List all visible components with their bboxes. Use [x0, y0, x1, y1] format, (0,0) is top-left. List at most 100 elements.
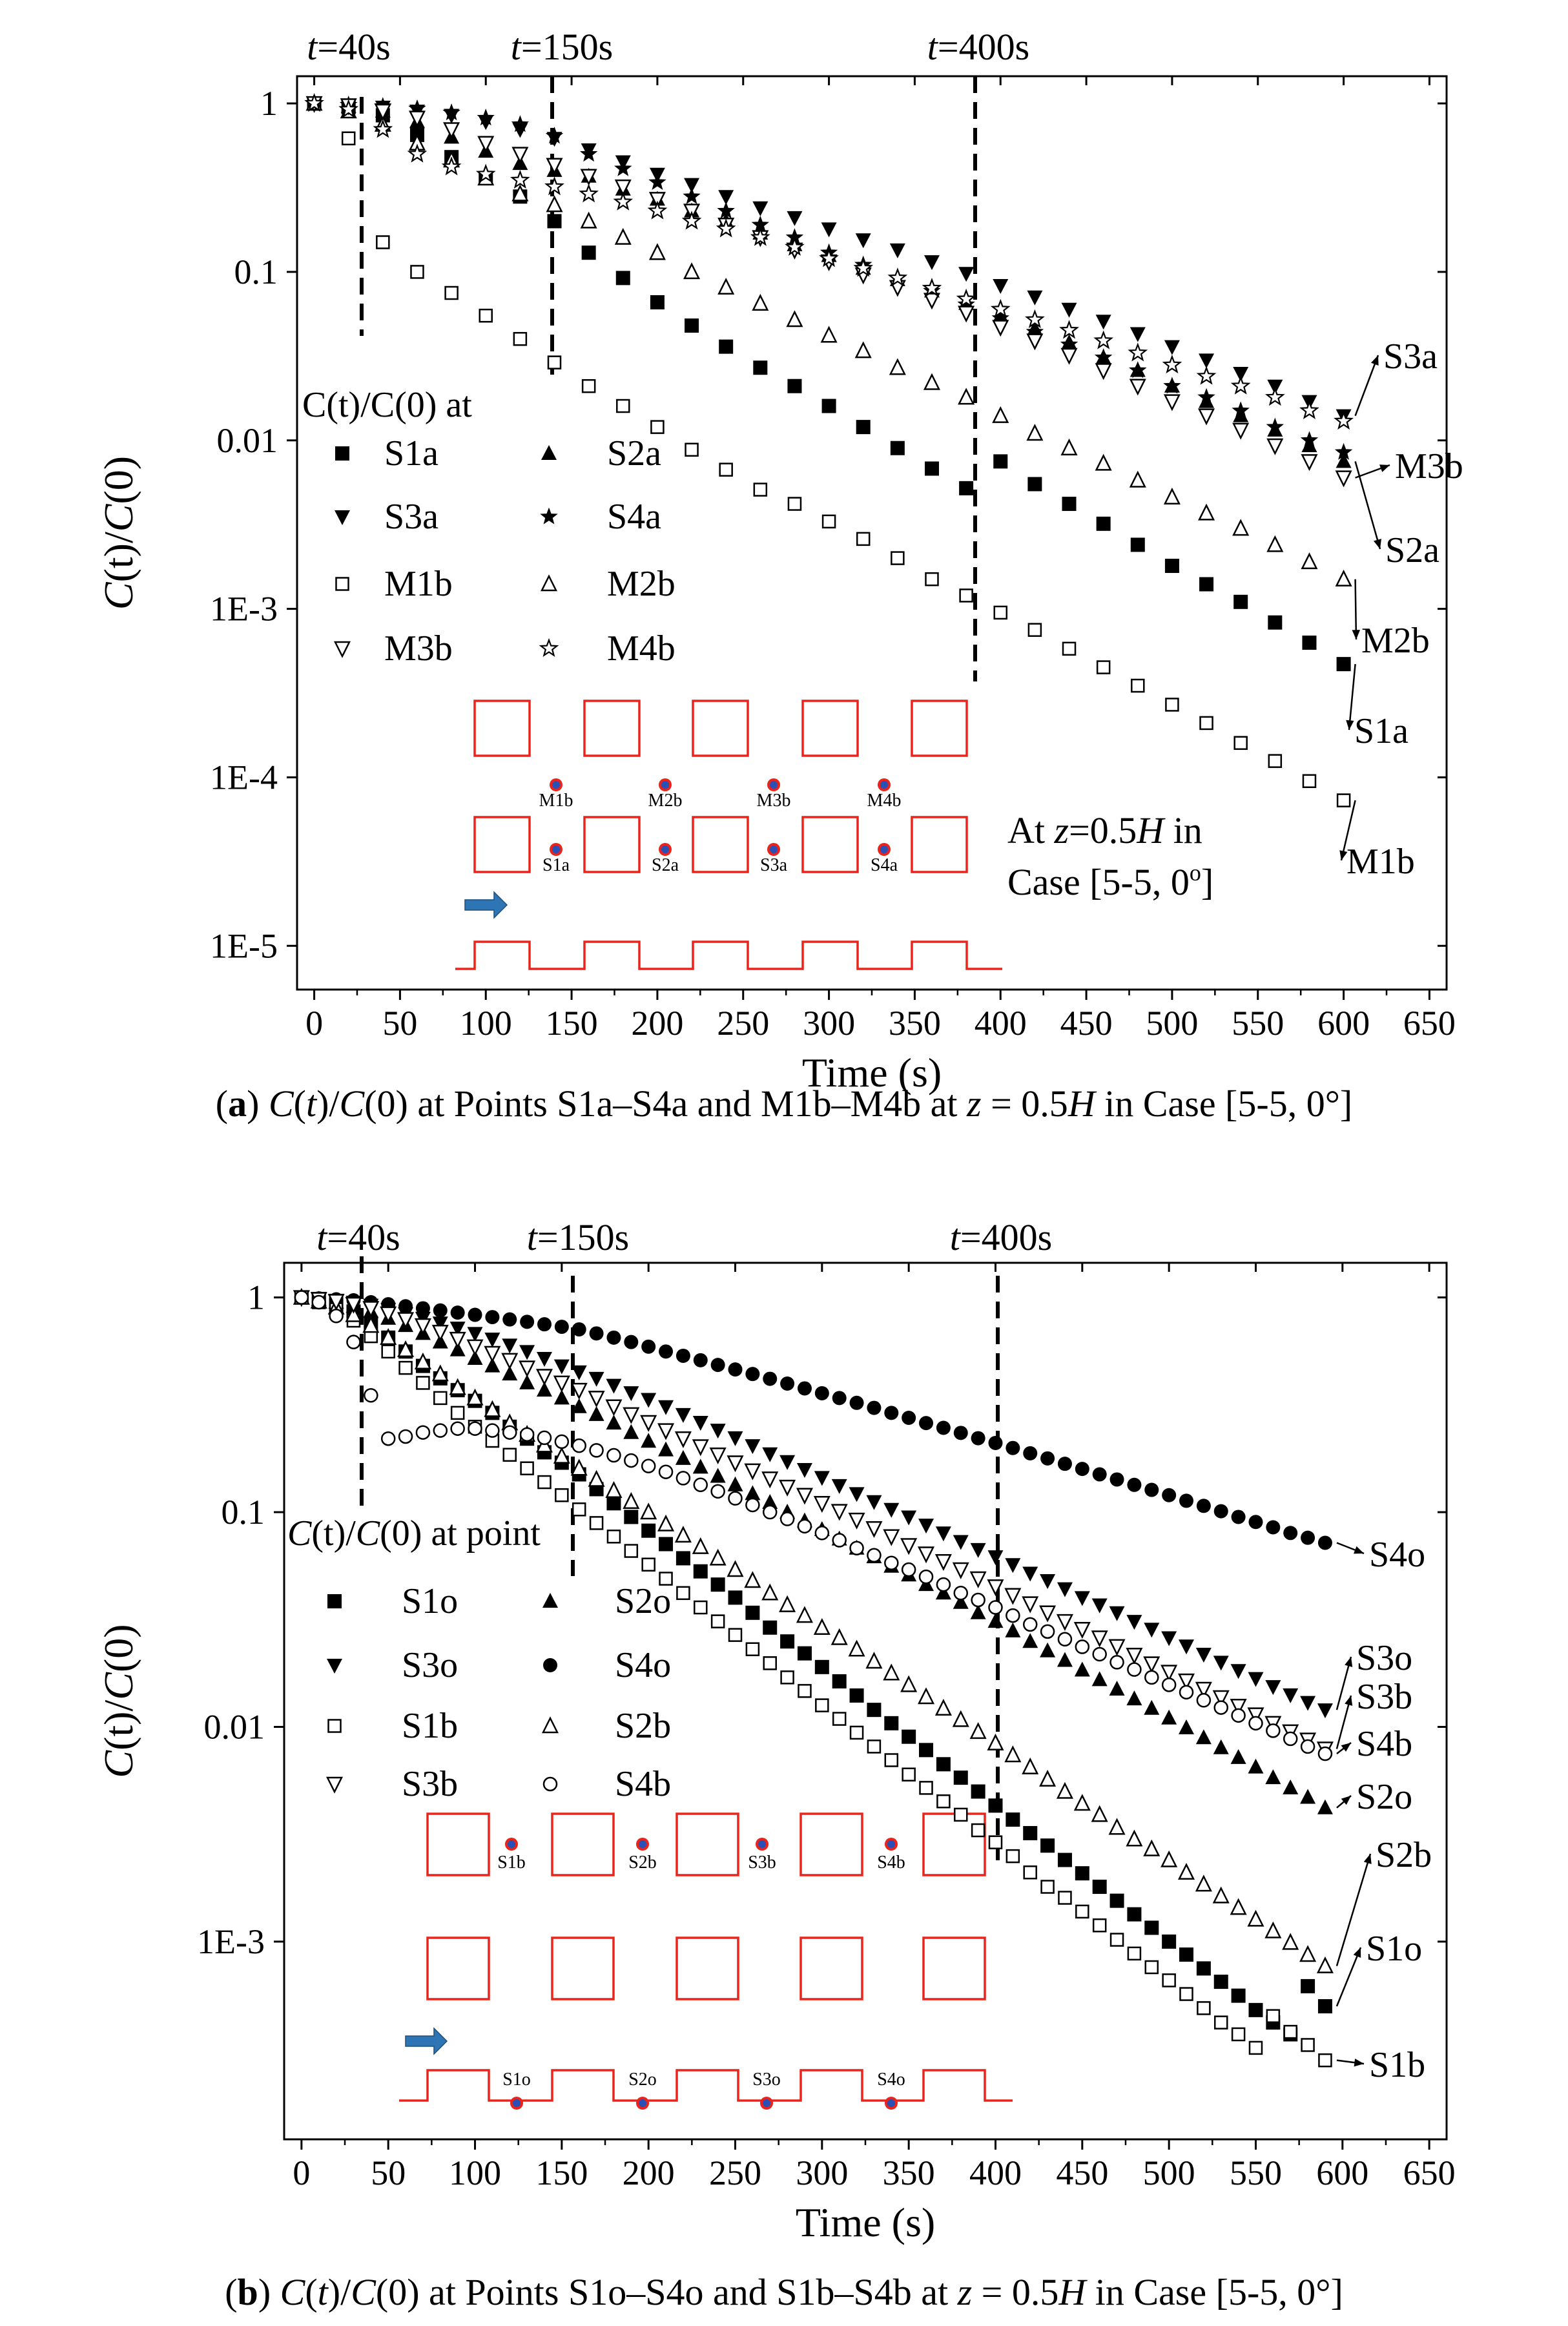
- y-tick-label: 1: [260, 84, 278, 123]
- data-point: [1195, 1681, 1212, 1699]
- inset-building-row1: [583, 700, 641, 757]
- x-tick-label: 250: [709, 2154, 761, 2192]
- data-point: [614, 227, 632, 245]
- data-point: [502, 1338, 518, 1354]
- data-point: [934, 1553, 952, 1572]
- inset-point-label: M4b: [867, 791, 902, 811]
- x-tick-label: 400: [969, 2154, 1022, 2192]
- inset-point-label: M1b: [539, 791, 573, 811]
- data-point: [589, 1326, 604, 1341]
- end-label: S2o: [1356, 1777, 1412, 1817]
- data-point: [373, 119, 393, 138]
- inset-building-row2: [801, 816, 859, 873]
- data-point: [1161, 1709, 1177, 1725]
- data-point: [1266, 1723, 1281, 1738]
- data-point: [745, 1642, 760, 1656]
- data-point: [408, 110, 426, 128]
- data-point: [1299, 1945, 1317, 1962]
- data-point: [745, 1367, 760, 1382]
- data-point: [992, 406, 1009, 423]
- data-point: [1129, 470, 1146, 488]
- data-point: [865, 1521, 883, 1539]
- inset-point-label: S2b: [628, 1853, 657, 1873]
- data-point: [1161, 1850, 1178, 1867]
- end-label-arrowhead: [1370, 355, 1379, 366]
- x-tick-label: 450: [1060, 1004, 1113, 1043]
- inset-building-row2: [583, 816, 641, 873]
- data-point: [674, 1431, 692, 1449]
- data-point: [683, 187, 701, 204]
- data-point: [1164, 340, 1180, 355]
- data-point: [571, 1365, 587, 1380]
- end-label: M2b: [1361, 621, 1430, 661]
- data-point: [1199, 716, 1213, 731]
- data-point: [1336, 453, 1352, 468]
- series-M2b: [305, 94, 1352, 587]
- data-point: [658, 1400, 674, 1415]
- data-point: [1301, 437, 1317, 452]
- y-tick-label: 1E-5: [210, 926, 278, 965]
- data-point: [433, 1423, 448, 1438]
- data-point: [988, 1435, 1003, 1450]
- data-point: [956, 288, 976, 308]
- data-point: [953, 1426, 968, 1440]
- data-point: [546, 195, 563, 213]
- data-point: [1040, 1451, 1055, 1466]
- data-point: [918, 1687, 935, 1705]
- data-point: [1230, 375, 1251, 395]
- data-point: [623, 1407, 640, 1424]
- data-point: [468, 1307, 482, 1322]
- data-point: [953, 1770, 968, 1785]
- data-point: [1161, 1665, 1178, 1682]
- data-point: [856, 532, 871, 546]
- inset-point-core: [661, 846, 669, 853]
- y-tick-label: 1E-4: [210, 758, 278, 796]
- data-point: [1282, 1933, 1299, 1950]
- inset-building-row2: [911, 816, 968, 873]
- data-point: [1144, 1623, 1160, 1638]
- data-point: [466, 1388, 484, 1406]
- data-point: [787, 379, 802, 393]
- data-point: [675, 1449, 691, 1465]
- data-point: [990, 298, 1011, 318]
- data-point: [1022, 1617, 1038, 1632]
- data-point: [606, 1496, 621, 1511]
- data-point: [745, 1605, 760, 1620]
- data-point: [924, 461, 939, 476]
- time-marker-label: t=40s: [307, 26, 390, 68]
- data-point: [579, 183, 599, 203]
- data-point: [779, 1479, 796, 1497]
- data-point: [1022, 1633, 1038, 1648]
- end-label-arrowhead: [1379, 464, 1390, 472]
- legend-marker: [541, 445, 557, 460]
- data-point: [1022, 1757, 1039, 1774]
- data-point: [763, 1620, 778, 1635]
- data-point: [1144, 1920, 1159, 1935]
- data-point: [1335, 470, 1352, 488]
- data-point: [1317, 1703, 1333, 1719]
- data-point: [1248, 1758, 1264, 1774]
- data-point: [1232, 519, 1250, 536]
- x-tick-label: 200: [623, 2154, 675, 2192]
- inset-point-label: S3o: [752, 2070, 781, 2090]
- data-point: [520, 1461, 534, 1475]
- data-point: [1056, 1781, 1073, 1799]
- data-point: [433, 1303, 448, 1318]
- legend-label: S4b: [615, 1764, 671, 1804]
- plot-frame: [296, 75, 1448, 991]
- inset-point-label: S4o: [877, 2070, 905, 2090]
- data-point: [1073, 1794, 1091, 1811]
- x-tick-label: 350: [889, 1004, 941, 1043]
- data-point: [779, 1595, 796, 1612]
- data-point: [1265, 1680, 1281, 1696]
- data-point: [1213, 1975, 1228, 1989]
- data-point: [1164, 559, 1179, 574]
- data-point: [821, 222, 837, 238]
- inset-point-core: [639, 2099, 646, 2107]
- data-point: [884, 1406, 899, 1420]
- series-M4b: [304, 92, 1354, 430]
- inset-point-label: S2a: [652, 855, 679, 875]
- inset-point-label: M3b: [757, 791, 791, 811]
- data-point: [902, 1411, 916, 1426]
- legend-label: S3b: [402, 1764, 458, 1804]
